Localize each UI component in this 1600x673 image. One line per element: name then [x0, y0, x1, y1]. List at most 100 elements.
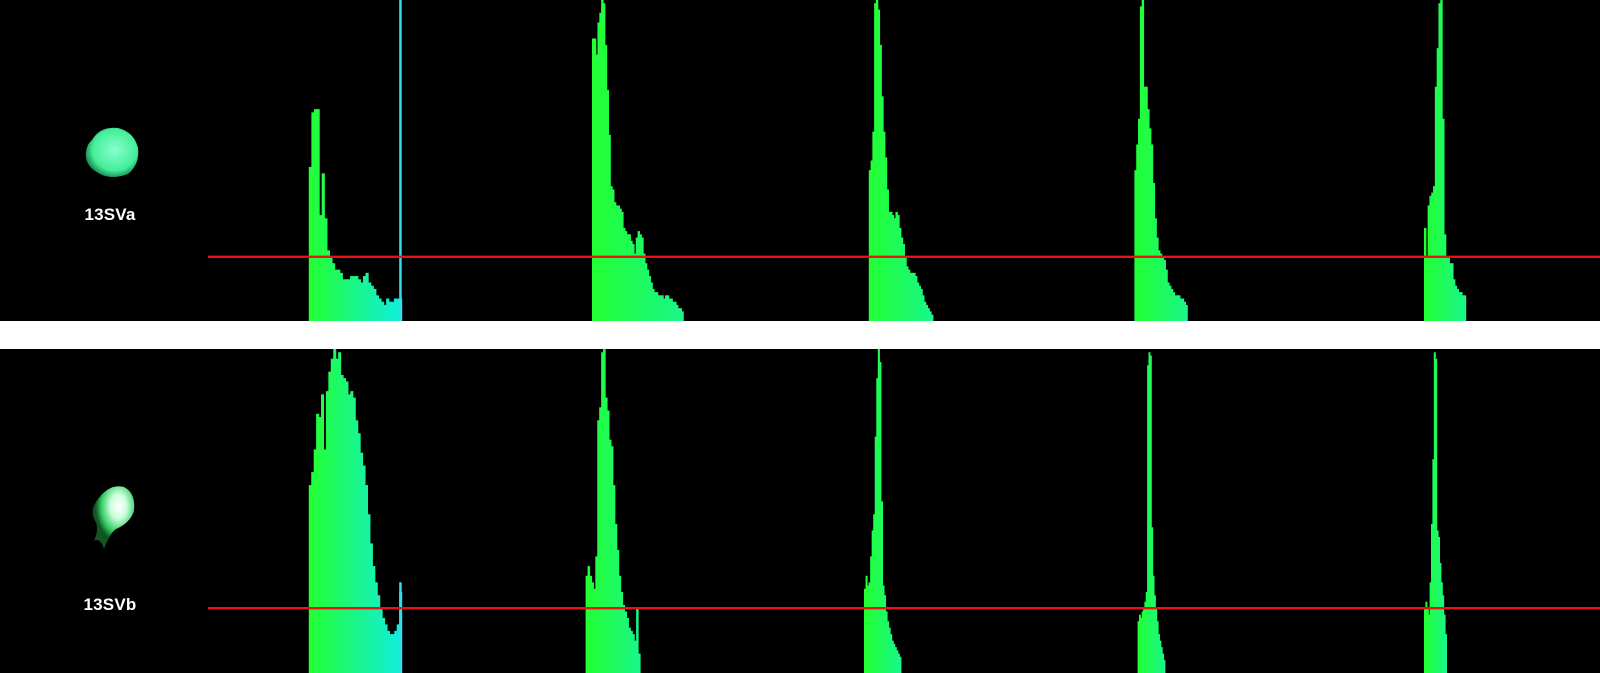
histogram-bar-a-1-38: [661, 295, 664, 321]
histogram-bar-a-4-10: [1442, 118, 1445, 321]
histogram-bar-a-4-18: [1456, 288, 1459, 321]
histogram-bar-a-3-15: [1161, 256, 1165, 321]
histogram-bar-a-0-15: [347, 279, 351, 321]
histogram-bar-a-3-6: [1145, 86, 1148, 321]
histogram-bar-a-1-1: [593, 38, 597, 321]
histogram-bar-a-4-0: [1424, 227, 1427, 321]
histogram-bar-a-1-42: [668, 298, 672, 321]
histogram-bar-a-1-45: [674, 301, 677, 321]
histogram-bar-a-4-16: [1452, 279, 1456, 321]
histogram-bar-b-1-25: [634, 640, 637, 673]
histogram-bar-b-4-8: [1435, 358, 1438, 673]
histogram-bar-b-0-10: [333, 349, 337, 673]
histogram-bar-a-2-16: [897, 215, 900, 321]
histogram-bar-a-0-25: [373, 288, 377, 321]
histogram-bar-a-0-26: [375, 295, 379, 321]
histogram-bar-a-0-20: [360, 282, 364, 321]
histogram-bar-a-4-14: [1449, 263, 1452, 321]
histogram-bar-a-1-44: [672, 301, 675, 321]
histogram-bar-a-0-28: [380, 301, 385, 321]
histogram-bar-b-3-10: [1151, 527, 1154, 673]
histogram-bar-a-1-2: [595, 54, 599, 321]
histogram-bar-a-1-30: [646, 269, 650, 321]
histogram-bar-b-4-11: [1439, 562, 1442, 673]
histogram-bar-b-1-5: [595, 556, 598, 673]
histogram-bar-a-0-10: [334, 269, 338, 321]
histogram-bar-a-1-47: [677, 308, 681, 321]
histogram-bar-a-1-48: [679, 308, 682, 321]
histogram-bar-b-0-32: [386, 630, 390, 673]
histogram-bar-b-4-12: [1440, 582, 1443, 673]
histogram-bar-a-2-35: [931, 314, 934, 321]
histogram-bar-b-1-10: [605, 397, 608, 673]
histogram-bar-a-2-28: [918, 285, 921, 321]
histogram-bar-b-1-12: [608, 439, 612, 673]
histogram-bar-b-0-24: [367, 514, 371, 673]
histogram-bar-b-3-6: [1145, 592, 1148, 673]
histogram-bar-a-1-32: [650, 282, 653, 321]
histogram-bar-b-3-1: [1138, 614, 1141, 673]
histogram-bar-a-2-1: [870, 160, 873, 321]
histogram-bar-a-1-15: [619, 208, 622, 321]
histogram-bar-a-3-22: [1174, 295, 1177, 321]
histogram-bar-b-1-11: [606, 410, 610, 673]
histogram-bar-a-2-26: [915, 276, 918, 321]
histogram-bar-a-4-21: [1461, 295, 1465, 321]
histogram-bar-a-1-41: [666, 295, 670, 321]
histogram-bar-a-3-11: [1154, 218, 1157, 321]
histogram-bar-a-0-22: [365, 272, 369, 321]
histogram-bar-a-4-17: [1454, 285, 1458, 321]
histogram-bar-b-3-3: [1141, 611, 1144, 673]
histogram-bar-b-1-14: [612, 485, 616, 673]
histogram-bar-a-0-0: [308, 166, 312, 321]
histogram-bar-a-4-15: [1451, 263, 1454, 321]
histogram-bar-a-0-34: [396, 298, 400, 321]
histogram-bar-a-2-27: [916, 282, 920, 321]
histogram-bar-a-4-12: [1445, 256, 1449, 321]
histogram-bar-a-0-9: [332, 263, 336, 321]
histogram-bar-b-0-5: [321, 394, 325, 673]
histogram-bar-a-2-29: [920, 288, 923, 321]
histogram-bar-b-0-20: [357, 433, 361, 673]
histogram-bar-a-2-11: [888, 211, 891, 321]
histogram-bar-a-1-0: [592, 38, 595, 321]
histogram-bar-b-1-9: [603, 349, 606, 673]
histogram-bar-a-2-32: [925, 304, 929, 321]
histogram-bar-a-0-31: [388, 301, 392, 321]
threshold-line-a: [208, 255, 1600, 258]
histogram-bar-a-2-21: [906, 266, 909, 321]
histogram-bar-b-0-34: [391, 634, 395, 673]
histogram-bar-b-0-6: [323, 449, 327, 673]
histogram-chart-13SVa: [208, 0, 1600, 321]
histogram-bar-b-4-10: [1438, 536, 1440, 673]
histogram-bar-a-4-5: [1433, 186, 1436, 321]
histogram-bar-a-4-22: [1463, 295, 1467, 321]
histogram-bar-b-0-30: [382, 617, 386, 673]
histogram-bar-a-0-13: [342, 279, 346, 321]
histogram-bar-a-1-40: [664, 295, 668, 321]
histogram-bar-b-0-36: [396, 624, 400, 673]
histogram-bar-b-0-23: [364, 485, 369, 673]
histogram-bar-b-0-4: [318, 417, 322, 673]
histogram-bar-a-0-18: [355, 276, 359, 321]
histogram-bar-b-1-23: [630, 630, 633, 673]
histogram-bar-b-0-12: [338, 352, 342, 673]
histogram-bar-b-2-2: [867, 585, 870, 673]
histogram-bar-a-2-33: [927, 308, 930, 321]
sample-label-13SVa: 13SVa: [84, 205, 136, 224]
histogram-bar-a-2-0: [868, 170, 872, 321]
histogram-bar-b-3-16: [1159, 640, 1162, 673]
histogram-bar-a-1-4: [599, 12, 602, 321]
histogram-bar-a-0-33: [393, 298, 398, 321]
histogram-bar-a-3-25: [1179, 298, 1183, 321]
histogram-bar-a-1-46: [675, 304, 679, 321]
histogram-bar-b-0-28: [377, 595, 381, 673]
histogram-bar-b-3-4: [1143, 608, 1145, 673]
histogram-bar-b-2-17: [890, 634, 893, 673]
histogram-bar-a-1-21: [630, 240, 633, 321]
histogram-bar-b-1-21: [626, 617, 629, 673]
histogram-bar-b-1-27: [638, 653, 641, 673]
histogram-bar-b-1-20: [624, 611, 627, 673]
histogram-bar-b-2-0: [864, 588, 867, 673]
histogram-bar-a-1-37: [659, 295, 662, 321]
